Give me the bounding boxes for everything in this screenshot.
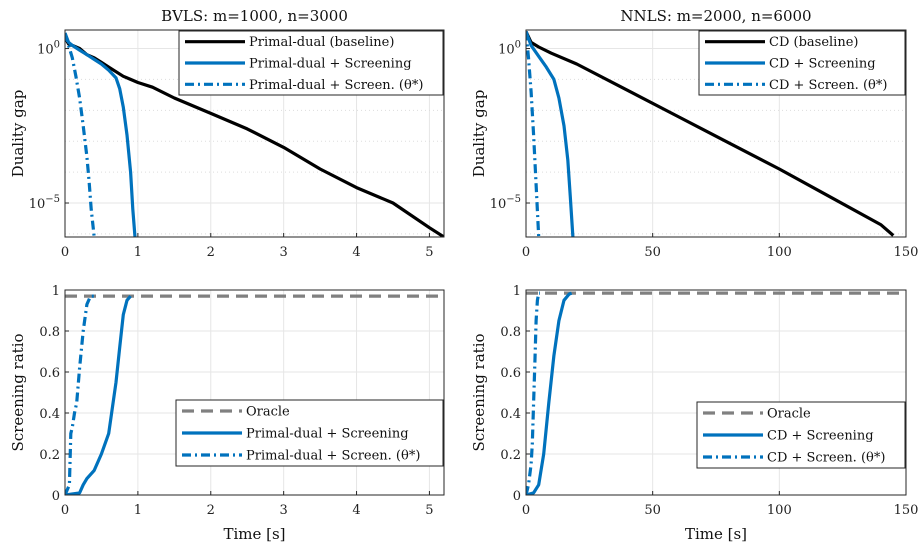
y-axis-label: Screening ratio — [9, 333, 27, 451]
y-axis-label: Duality gap — [470, 90, 488, 178]
series-line-2 — [65, 32, 137, 237]
series-line-1 — [526, 30, 895, 237]
x-tick-label: 3 — [280, 245, 288, 260]
y-tick-label: 0.6 — [39, 366, 60, 381]
x-tick-label: 3 — [280, 503, 288, 518]
series-line-2 — [65, 295, 132, 495]
chart-title: NNLS: m=2000, n=6000 — [620, 7, 811, 25]
legend-label: Primal-dual + Screening — [249, 57, 412, 72]
y-tick-label: 1 — [52, 284, 60, 299]
axes-frame — [64, 29, 445, 238]
x-axis-label: Time [s] — [685, 525, 747, 543]
y-tick-label: 10−5 — [29, 194, 60, 212]
x-tick-label: 150 — [894, 503, 919, 518]
legend: Oracle CD + Screening CD + Screen. (θ*) — [696, 401, 906, 469]
series-line-2 — [526, 30, 575, 237]
y-tick-label: 1 — [513, 284, 521, 299]
axes-frame — [64, 289, 445, 496]
x-tick-label: 0 — [61, 245, 69, 260]
axes-frame — [525, 289, 907, 496]
x-tick-label: 5 — [425, 503, 433, 518]
x-tick-label: 0 — [522, 503, 530, 518]
x-tick-label: 2 — [207, 503, 215, 518]
legend-label: Oracle — [767, 407, 811, 422]
legend-label: Oracle — [246, 405, 290, 420]
series-line-3 — [526, 291, 541, 495]
chart-panel-1: 0 1 2 3 4 5 100 10−5 BVLS: m=1000, n=3000 Duality… — [9, 7, 445, 260]
y-tick-label: 0 — [52, 489, 60, 504]
chart-panel-4: 0 50 100 150 0 0.2 0.4 0.6 0.8 1 Time [s] Screening… — [470, 284, 918, 543]
legend-label: CD (baseline) — [769, 35, 858, 50]
y-axis-label: Screening ratio — [470, 333, 488, 451]
y-tick-label: 0.2 — [39, 448, 60, 463]
legend: CD (baseline) CD + Screening CD + Screen. … — [698, 30, 906, 96]
series-line-2 — [526, 291, 573, 495]
series-line-3 — [65, 32, 96, 237]
x-tick-label: 50 — [644, 245, 661, 260]
y-tick-label: 0.6 — [500, 366, 521, 381]
chart-title: BVLS: m=1000, n=3000 — [161, 7, 348, 25]
legend-label: CD + Screen. (θ*) — [767, 451, 885, 466]
y-tick-label: 0.4 — [500, 407, 521, 422]
y-tick-label: 0.2 — [500, 448, 521, 463]
x-tick-label: 1 — [134, 503, 142, 518]
legend: Oracle Primal-dual + Screening Primal-dual… — [175, 399, 444, 467]
y-tick-label: 100 — [37, 40, 60, 58]
chart-panel-3: 0 1 2 3 4 5 0 0.2 0.4 0.6 0.8 1 Time [s] Screening ra… — [9, 284, 445, 543]
y-tick-label: 10−5 — [490, 194, 521, 212]
x-tick-label: 50 — [644, 503, 661, 518]
y-axis-label: Duality gap — [9, 90, 27, 178]
legend-label: Primal-dual + Screen. (θ*) — [246, 449, 420, 464]
legend-label: CD + Screening — [767, 429, 874, 444]
series-line-3 — [526, 31, 541, 237]
y-tick-label: 0 — [513, 489, 521, 504]
x-tick-label: 4 — [352, 245, 360, 260]
x-tick-label: 100 — [767, 245, 792, 260]
x-tick-label: 1 — [134, 245, 142, 260]
y-tick-label: 0.8 — [39, 325, 60, 340]
x-tick-label: 0 — [61, 503, 69, 518]
legend-label: CD + Screening — [769, 57, 876, 72]
x-tick-label: 2 — [207, 245, 215, 260]
x-tick-label: 100 — [767, 503, 792, 518]
chart-panel-2: 0 50 100 150 100 10−5 NNLS: m=2000, n=6000 Dual… — [470, 7, 918, 260]
series-line-3 — [65, 294, 95, 495]
legend-label: Primal-dual + Screening — [246, 427, 409, 442]
x-tick-label: 150 — [894, 245, 919, 260]
y-tick-label: 100 — [498, 40, 521, 58]
y-tick-label: 0.8 — [500, 325, 521, 340]
x-tick-label: 4 — [352, 503, 360, 518]
y-tick-label: 0.4 — [39, 407, 60, 422]
legend-label: Primal-dual + Screen. (θ*) — [249, 78, 423, 93]
legend-label: CD + Screen. (θ*) — [769, 78, 887, 93]
x-tick-label: 0 — [522, 245, 530, 260]
legend: Primal-dual (baseline) Primal-dual + Scre… — [178, 30, 444, 96]
axes-frame — [525, 29, 907, 238]
x-axis-label: Time [s] — [223, 525, 285, 543]
legend-label: Primal-dual (baseline) — [249, 35, 394, 50]
x-tick-label: 5 — [425, 245, 433, 260]
